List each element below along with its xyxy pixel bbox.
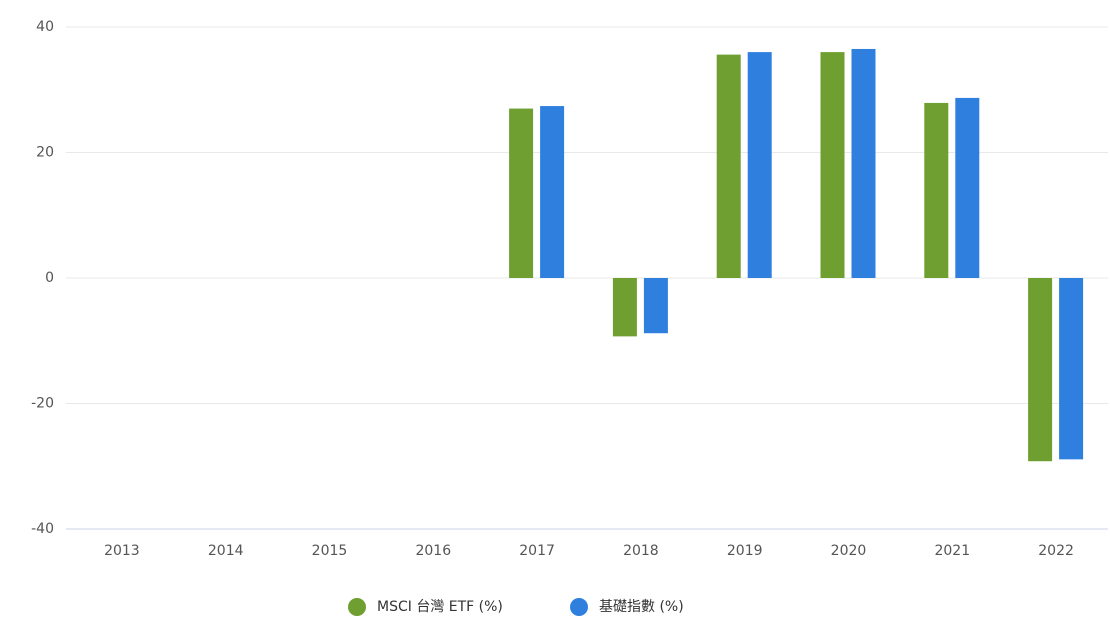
x-tick-label: 2016 xyxy=(415,543,451,559)
y-tick-label: 20 xyxy=(36,145,54,161)
bar xyxy=(1059,278,1084,460)
legend-label: MSCI 台灣 ETF (%) xyxy=(377,599,503,615)
x-tick-label: 2014 xyxy=(208,543,244,559)
bar xyxy=(509,108,534,278)
x-tick-label: 2017 xyxy=(519,543,555,559)
bar xyxy=(643,278,668,334)
y-tick-label: 40 xyxy=(36,19,54,35)
bar xyxy=(820,52,845,278)
bar xyxy=(612,278,637,337)
x-tick-label: 2022 xyxy=(1038,543,1074,559)
x-tick-label: 2020 xyxy=(831,543,867,559)
x-tick-label: 2013 xyxy=(104,543,140,559)
x-tick-label: 2018 xyxy=(623,543,659,559)
y-tick-label: 0 xyxy=(45,270,54,286)
legend-marker xyxy=(348,598,366,616)
bar xyxy=(1028,278,1053,462)
x-tick-label: 2019 xyxy=(727,543,763,559)
bar xyxy=(716,54,741,278)
x-tick-label: 2021 xyxy=(934,543,970,559)
legend-label: 基礎指數 (%) xyxy=(599,598,684,615)
bar xyxy=(851,48,876,279)
bar xyxy=(955,97,980,278)
legend-marker xyxy=(570,598,588,616)
y-tick-label: -40 xyxy=(31,521,54,537)
bar xyxy=(747,52,772,278)
bar xyxy=(924,102,949,279)
bar xyxy=(540,106,565,278)
x-tick-label: 2015 xyxy=(312,543,348,559)
y-tick-label: -20 xyxy=(31,396,54,412)
